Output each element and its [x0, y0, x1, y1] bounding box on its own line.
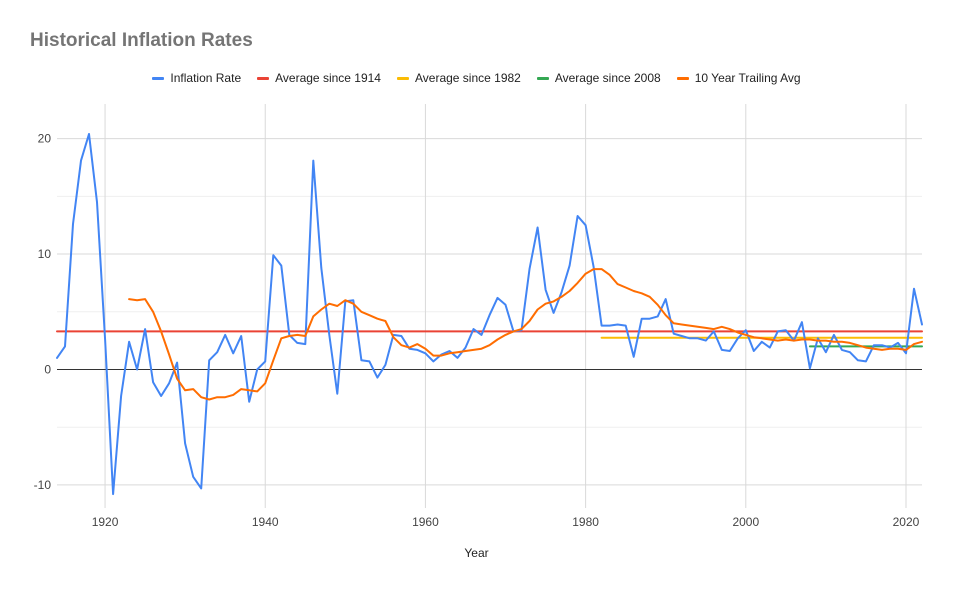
y-tick-label: 20	[38, 132, 52, 146]
y-axis-ticks: -10 0 10 20	[34, 132, 52, 492]
legend-item: Average since 2008	[536, 71, 661, 85]
legend: Inflation Rate Average since 1914 Average …	[0, 71, 953, 85]
legend-label: Inflation Rate	[170, 71, 242, 85]
x-tick-label: 2000	[732, 515, 759, 529]
legend-label: 10 Year Trailing Avg	[694, 71, 801, 85]
legend-swatch	[257, 76, 270, 80]
legend-swatch	[676, 76, 689, 80]
grid	[57, 104, 922, 508]
legend-item: Inflation Rate	[152, 71, 241, 85]
legend-label: Average since 1982	[414, 71, 521, 85]
series-layer	[56, 133, 923, 496]
series-line-10-year-trailing-avg	[128, 268, 923, 401]
x-tick-label: 1920	[92, 515, 119, 529]
legend-swatch	[536, 76, 549, 80]
x-tick-label: 1980	[572, 515, 599, 529]
x-tick-label: 1960	[412, 515, 439, 529]
legend-label: Average since 2008	[554, 71, 661, 85]
chart-title: Historical Inflation Rates	[30, 30, 253, 51]
x-axis-ticks: 1920 1940 1960 1980 2000 2020	[92, 515, 920, 529]
x-tick-label: 1940	[252, 515, 279, 529]
series-line-inflation-rate	[56, 133, 923, 496]
y-tick-label: -10	[34, 478, 52, 492]
legend-swatch	[152, 76, 165, 80]
x-axis-label: Year	[464, 546, 489, 560]
y-tick-label: 0	[44, 362, 51, 376]
y-tick-label: 10	[38, 247, 52, 261]
legend-item: 10 Year Trailing Avg	[676, 71, 801, 85]
x-tick-label: 2020	[893, 515, 920, 529]
legend-item: Average since 1982	[396, 71, 521, 85]
legend-swatch	[396, 76, 409, 80]
legend-item: Average since 1914	[257, 71, 381, 85]
legend-label: Average since 1914	[275, 71, 381, 85]
